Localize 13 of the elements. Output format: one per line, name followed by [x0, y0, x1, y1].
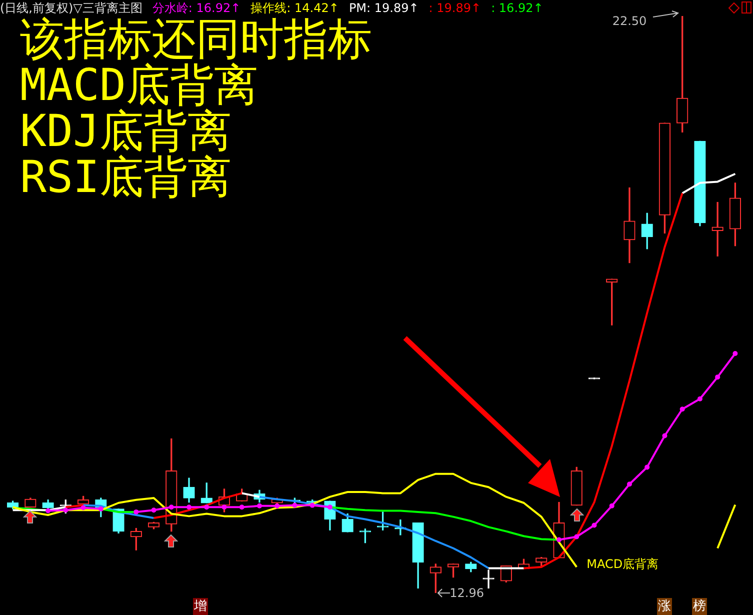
- annotation: 22.50: [612, 14, 647, 28]
- annotation: RSI底背离: [20, 152, 232, 203]
- text: PM: 19.89↑: [348, 1, 419, 15]
- annotation: MACD底背离: [586, 556, 659, 574]
- text: 榜: [692, 598, 707, 615]
- text: 分水岭: 16.92↑: [152, 1, 241, 15]
- text: : 19.89↑: [428, 0, 482, 16]
- text: 增: [193, 598, 208, 615]
- text: 涨: [657, 598, 672, 615]
- chart-title: (日线,前复权)▽三背离主图: [0, 0, 142, 16]
- text: : 16.92↑: [491, 0, 544, 16]
- text: 操作线: 14.42↑: [250, 1, 339, 15]
- annotation: 12.96: [450, 586, 484, 600]
